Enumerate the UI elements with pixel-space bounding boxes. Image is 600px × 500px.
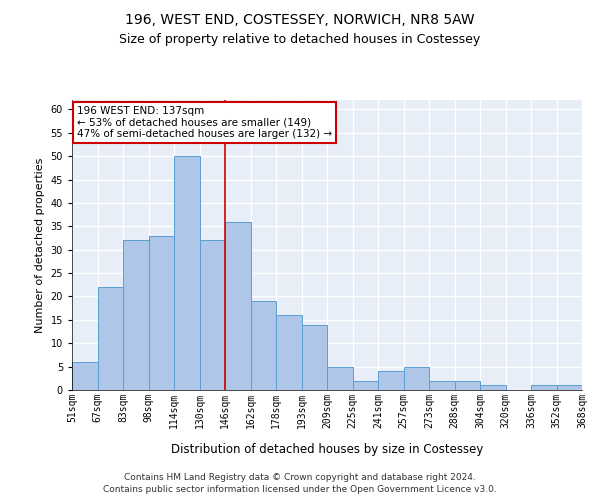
Text: Distribution of detached houses by size in Costessey: Distribution of detached houses by size … — [171, 442, 483, 456]
Bar — [251, 301, 276, 390]
Bar — [72, 362, 97, 390]
Bar — [557, 386, 582, 390]
Text: Size of property relative to detached houses in Costessey: Size of property relative to detached ho… — [119, 32, 481, 46]
Bar — [123, 240, 149, 390]
Bar — [480, 386, 505, 390]
Text: 196 WEST END: 137sqm
← 53% of detached houses are smaller (149)
47% of semi-deta: 196 WEST END: 137sqm ← 53% of detached h… — [77, 106, 332, 139]
Bar — [378, 372, 404, 390]
Text: 196, WEST END, COSTESSEY, NORWICH, NR8 5AW: 196, WEST END, COSTESSEY, NORWICH, NR8 5… — [125, 12, 475, 26]
Bar — [353, 380, 378, 390]
Text: Contains HM Land Registry data © Crown copyright and database right 2024.: Contains HM Land Registry data © Crown c… — [124, 472, 476, 482]
Bar — [327, 366, 353, 390]
Bar — [97, 287, 123, 390]
Bar — [276, 315, 302, 390]
Bar — [225, 222, 251, 390]
Bar — [429, 380, 455, 390]
Bar — [455, 380, 480, 390]
Bar — [149, 236, 174, 390]
Bar — [404, 366, 429, 390]
Bar — [302, 324, 327, 390]
Text: Contains public sector information licensed under the Open Government Licence v3: Contains public sector information licen… — [103, 485, 497, 494]
Bar — [174, 156, 199, 390]
Y-axis label: Number of detached properties: Number of detached properties — [35, 158, 45, 332]
Bar — [531, 386, 557, 390]
Bar — [199, 240, 225, 390]
